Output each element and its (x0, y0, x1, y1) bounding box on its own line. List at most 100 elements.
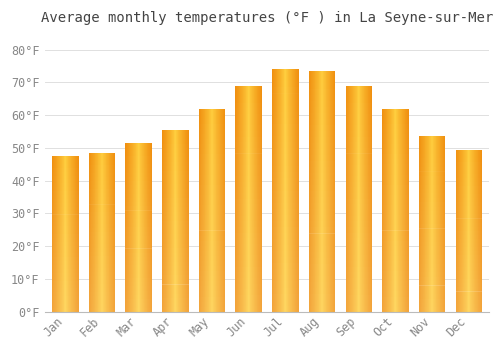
Bar (236, 91, 262, 97)
Bar (199, 281, 225, 286)
Bar (52, 172, 78, 176)
Bar (346, 204, 372, 210)
Bar (272, 203, 298, 209)
Bar (419, 211, 446, 215)
Bar (162, 153, 188, 157)
Bar (52, 168, 78, 172)
Bar (236, 136, 262, 142)
Bar (309, 203, 335, 209)
Bar (419, 224, 446, 229)
Bar (309, 294, 335, 300)
Bar (199, 164, 225, 169)
Bar (346, 103, 372, 108)
Bar (309, 222, 335, 228)
Bar (346, 153, 372, 159)
Bar (126, 168, 152, 173)
Bar (126, 261, 152, 265)
Bar (346, 289, 372, 295)
Bar (456, 255, 482, 259)
Bar (419, 136, 446, 141)
Bar (126, 278, 152, 282)
Bar (272, 69, 298, 75)
Bar (52, 183, 78, 187)
Bar (126, 244, 152, 248)
Bar (419, 294, 446, 299)
Bar (52, 187, 78, 191)
Bar (346, 176, 372, 182)
Bar (126, 228, 152, 232)
Bar (382, 164, 408, 169)
Bar (126, 236, 152, 240)
Bar (199, 302, 225, 307)
Bar (199, 246, 225, 251)
Bar (126, 219, 152, 223)
Bar (236, 255, 262, 261)
Bar (346, 136, 372, 142)
Bar (89, 232, 115, 236)
Bar (162, 289, 188, 294)
Bar (309, 252, 335, 258)
Bar (419, 163, 446, 167)
Bar (456, 267, 482, 271)
Bar (236, 193, 262, 199)
Bar (52, 203, 78, 207)
Bar (162, 303, 188, 307)
Bar (309, 215, 335, 222)
Bar (162, 266, 188, 271)
Bar (52, 238, 78, 242)
Bar (382, 302, 408, 307)
Bar (309, 83, 335, 89)
Bar (236, 120, 262, 125)
Bar (199, 108, 225, 114)
Bar (419, 167, 446, 172)
Bar (382, 231, 408, 236)
Bar (126, 295, 152, 299)
Bar (419, 198, 446, 202)
Bar (309, 233, 335, 239)
Bar (162, 162, 188, 166)
Bar (272, 124, 298, 130)
Bar (456, 202, 482, 206)
Bar (52, 242, 78, 246)
Bar (126, 299, 152, 303)
Bar (236, 142, 262, 148)
Bar (199, 241, 225, 246)
Bar (126, 202, 152, 206)
Bar (52, 265, 78, 269)
Bar (162, 221, 188, 225)
Bar (456, 259, 482, 263)
Bar (89, 256, 115, 260)
Bar (382, 307, 408, 312)
Bar (199, 251, 225, 256)
Bar (89, 153, 115, 157)
Bar (199, 124, 225, 129)
Bar (272, 263, 298, 270)
Bar (199, 190, 225, 195)
Bar (419, 241, 446, 246)
Bar (199, 296, 225, 302)
Bar (346, 108, 372, 114)
Bar (52, 246, 78, 250)
Bar (456, 223, 482, 227)
Bar (419, 145, 446, 149)
Bar (89, 244, 115, 248)
Bar (382, 119, 408, 124)
Bar (52, 308, 78, 312)
Bar (126, 265, 152, 270)
Bar (456, 226, 482, 231)
Bar (199, 225, 225, 231)
Bar (382, 271, 408, 276)
Bar (382, 286, 408, 292)
Bar (419, 229, 446, 233)
Bar (382, 139, 408, 144)
Bar (199, 129, 225, 134)
Bar (456, 279, 482, 284)
Bar (419, 264, 446, 268)
Bar (309, 270, 335, 276)
Bar (382, 195, 408, 200)
Bar (346, 91, 372, 97)
Bar (89, 292, 115, 296)
Bar (272, 221, 298, 227)
Bar (272, 215, 298, 221)
Bar (309, 282, 335, 288)
